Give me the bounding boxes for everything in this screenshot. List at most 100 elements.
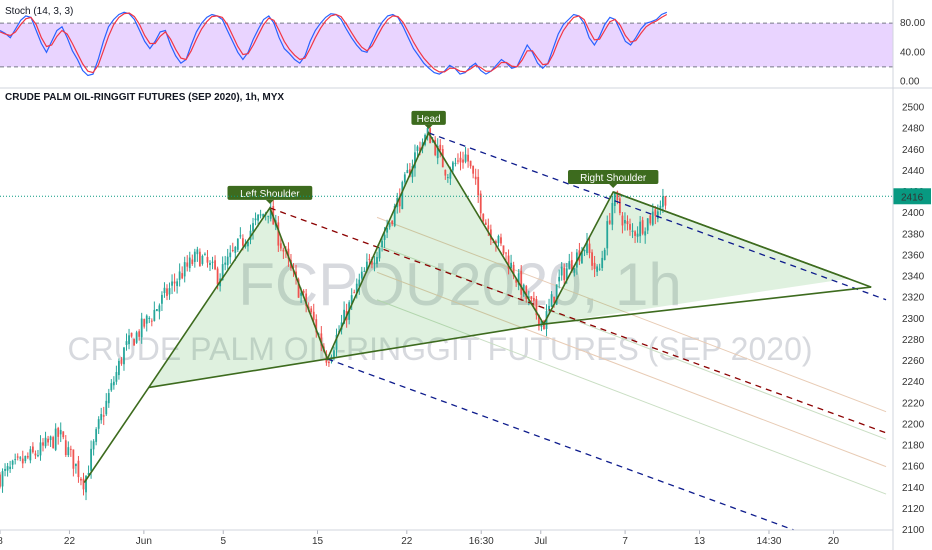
candle-body: [548, 305, 550, 310]
price-tick-label: 2200: [902, 419, 925, 430]
x-tick-label: Jul: [534, 536, 547, 547]
candle-body: [636, 233, 639, 237]
faint-channel-line: [376, 299, 887, 495]
price-title: CRUDE PALM OIL-RINGGIT FUTURES (SEP 2020…: [5, 92, 284, 103]
candle-body: [436, 145, 439, 159]
candle-body: [234, 247, 237, 253]
price-tick-label: 2400: [902, 208, 925, 219]
pattern-label-text: Right Shoulder: [580, 173, 647, 184]
candle-body: [302, 290, 305, 293]
candle-body: [47, 438, 49, 443]
price-tick-label: 2480: [902, 124, 925, 135]
candle-body: [26, 455, 29, 458]
x-tick-label: 14:30: [756, 536, 781, 547]
faint-channel-line: [376, 244, 887, 440]
candle-body: [267, 215, 270, 217]
candle-body: [312, 311, 315, 320]
candle-body: [451, 162, 454, 171]
candle-body: [601, 257, 604, 268]
candle-body: [482, 213, 485, 222]
candle-body: [606, 221, 609, 249]
candle-body: [297, 279, 300, 298]
candle-body: [95, 429, 98, 442]
candle-body: [166, 288, 168, 296]
candle-body: [19, 457, 22, 459]
candle-body: [282, 249, 285, 252]
candle-body: [133, 339, 135, 346]
last-price-label: 2416: [901, 192, 924, 203]
candle-body: [618, 198, 621, 214]
candle-body: [388, 223, 391, 228]
channel-line-1: [428, 132, 887, 301]
price-tick-label: 2240: [902, 377, 925, 388]
candle-body: [439, 144, 442, 151]
price-tick-label: 2160: [902, 462, 925, 473]
price-tick-label: 2100: [902, 525, 925, 536]
candle-body: [193, 251, 196, 262]
stoch-tick-label: 40.00: [900, 47, 925, 58]
candle-body: [115, 372, 118, 382]
candle-body: [39, 442, 42, 456]
candle-body: [515, 279, 518, 283]
candle-body: [376, 257, 378, 264]
candle-body: [112, 381, 115, 386]
candle-body: [381, 240, 383, 247]
candle-body: [467, 154, 469, 162]
pattern-label: Left Shoulder: [227, 185, 313, 204]
left-shoulder-fill: [148, 207, 328, 388]
x-tick-label: 22: [64, 536, 76, 547]
candle-body: [14, 459, 17, 461]
candle-body: [107, 393, 110, 404]
price-tick-label: 2380: [902, 229, 925, 240]
candle-body: [649, 215, 652, 224]
candle-body: [161, 294, 163, 304]
candle-body: [247, 241, 249, 247]
candle-body: [626, 221, 629, 225]
candle-body: [214, 260, 216, 270]
candle-body: [226, 256, 229, 266]
candle-body: [80, 478, 82, 481]
candle-body: [454, 162, 457, 164]
candle-body: [616, 191, 619, 200]
candle-body: [176, 281, 179, 287]
price-tick-label: 2140: [902, 483, 925, 494]
candle-body: [343, 309, 346, 324]
stoch-title: Stoch (14, 3, 3): [5, 6, 73, 17]
candle-body: [611, 203, 614, 225]
candle-body: [198, 251, 201, 267]
candle-body: [310, 308, 313, 313]
candle-body: [500, 237, 502, 244]
candle-body: [105, 400, 108, 415]
candle-body: [64, 440, 67, 455]
candle-body: [158, 305, 161, 312]
candle-body: [416, 146, 419, 151]
candle-body: [444, 169, 447, 176]
price-tick-label: 2320: [902, 293, 925, 304]
candle-body: [178, 271, 181, 280]
candle-body: [216, 268, 219, 285]
candle-body: [489, 229, 492, 240]
candle-body: [6, 466, 9, 471]
candle-body: [257, 214, 259, 221]
candle-body: [173, 281, 176, 284]
candle-body: [57, 428, 60, 437]
candle-body: [527, 296, 530, 299]
candle-body: [62, 431, 65, 438]
candle-body: [507, 255, 510, 269]
candle-body: [353, 292, 356, 294]
candle-body: [662, 196, 664, 207]
candle-body: [118, 360, 120, 376]
candle-body: [568, 261, 571, 270]
candle-body: [29, 449, 32, 461]
candle-body: [135, 332, 138, 343]
candle-body: [31, 446, 34, 453]
candle-body: [148, 317, 151, 319]
candle-body: [11, 460, 14, 465]
candle-body: [97, 419, 100, 429]
candle-body: [315, 319, 318, 333]
last-price-marker: [893, 188, 931, 205]
candle-body: [505, 252, 507, 254]
candle-body: [641, 220, 644, 234]
candle-body: [67, 447, 70, 456]
stoch-d-line: [0, 12, 668, 74]
